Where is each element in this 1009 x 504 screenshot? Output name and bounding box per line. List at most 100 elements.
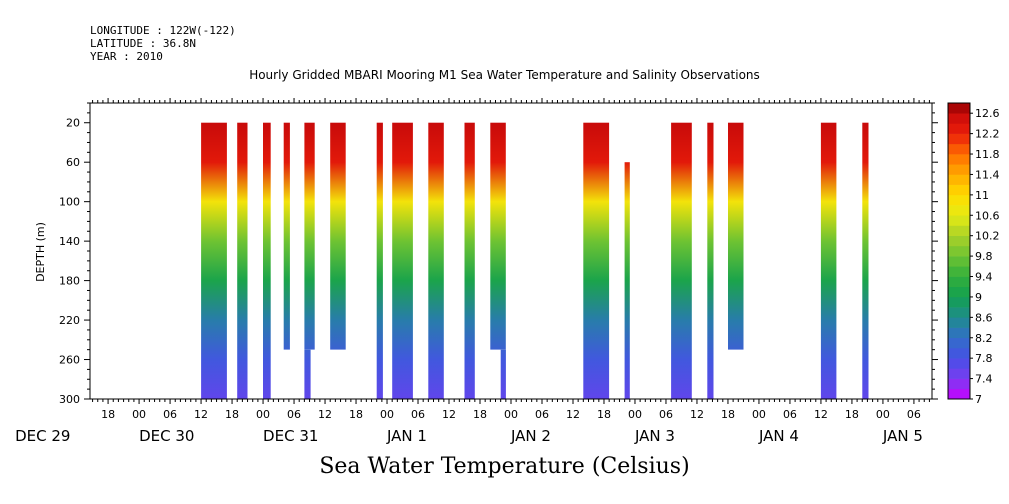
x-hour-tick-label: 18 — [349, 408, 363, 421]
colorbar-segment — [948, 347, 970, 359]
data-column — [330, 122, 346, 350]
colorbar-segment — [948, 184, 970, 196]
colorbar-tick-label: 12.2 — [975, 128, 1000, 141]
colorbar-segment — [948, 154, 970, 165]
y-tick-label: 260 — [59, 354, 80, 367]
x-hour-tick-label: 18 — [101, 408, 115, 421]
colorbar-tick-label: 10.2 — [975, 230, 1000, 243]
data-column — [583, 122, 610, 399]
colorbar-segment — [948, 133, 970, 145]
x-day-label: DEC 30 — [139, 427, 194, 445]
longitude-label: LONGITUDE : 122W(-122) — [90, 24, 236, 37]
x-hour-tick-label: 18 — [721, 408, 735, 421]
chart-title: Hourly Gridded MBARI Mooring M1 Sea Wate… — [249, 68, 760, 82]
y-tick-label: 180 — [59, 275, 80, 288]
x-hour-tick-label: 18 — [473, 408, 487, 421]
x-hour-tick-label: 12 — [318, 408, 332, 421]
x-day-label: DEC 29 — [15, 427, 70, 445]
data-column — [707, 122, 714, 399]
data-column — [304, 349, 311, 399]
x-hour-tick-label: 00 — [876, 408, 890, 421]
x-day-label: JAN 3 — [634, 427, 675, 445]
x-hour-tick-label: 00 — [132, 408, 146, 421]
data-column — [237, 122, 248, 399]
colorbar-tick-label: 7.8 — [975, 352, 993, 365]
colorbar-segment — [948, 317, 970, 328]
axes: 18 00 06 12 18 00 06 12 18 00 06 12 18 00 06 12 18 00 06 12… — [15, 98, 938, 445]
colorbar-segment — [948, 235, 970, 247]
colorbar-segment — [948, 337, 970, 349]
data-column — [624, 162, 630, 399]
x-hour-tick-label: 18 — [597, 408, 611, 421]
colorbar-segment — [948, 266, 970, 277]
data-column — [820, 122, 837, 399]
x-hour-tick-label: 18 — [225, 408, 239, 421]
colorbar-segment — [948, 215, 970, 226]
colorbar-tick-label: 9.8 — [975, 250, 993, 263]
x-hour-tick-label: 06 — [659, 408, 673, 421]
data-columns — [201, 122, 869, 399]
colorbar-segment — [948, 368, 970, 379]
colorbar-segment — [948, 123, 970, 134]
colorbar-segment — [948, 256, 970, 267]
x-day-label: JAN 2 — [510, 427, 551, 445]
data-column — [500, 349, 506, 399]
colorbar-tick-label: 8.6 — [975, 311, 993, 324]
colorbar-title: Sea Water Temperature (Celsius) — [319, 454, 690, 479]
data-column — [304, 122, 315, 350]
data-column — [376, 122, 383, 399]
colorbar-tick-label: 7 — [975, 393, 982, 406]
colorbar-segment — [948, 327, 970, 339]
y-tick-label: 300 — [59, 393, 80, 406]
colorbar-segment — [948, 245, 970, 257]
data-column — [671, 122, 692, 399]
colorbar-segment — [948, 113, 970, 124]
data-column — [392, 122, 413, 399]
x-day-label: JAN 5 — [882, 427, 923, 445]
colorbar: 7 7.4 7.8 8.2 8.6 9 9.4 9.8 10.2 10.6 11 11.4 11.8 12… — [947, 102, 1000, 406]
x-hour-tick-label: 06 — [411, 408, 425, 421]
colorbar-tick-label: 12.6 — [975, 107, 1000, 120]
data-column — [201, 122, 227, 399]
colorbar-frame — [947, 102, 971, 400]
colorbar-segment — [948, 103, 970, 114]
colorbar-segment — [948, 174, 970, 185]
data-column — [428, 122, 444, 399]
colorbar-segment — [948, 225, 970, 236]
colorbar-segment — [948, 194, 970, 206]
x-hour-tick-label: 00 — [504, 408, 518, 421]
data-column — [728, 122, 744, 350]
x-hour-tick-label: 06 — [783, 408, 797, 421]
y-tick-label: 20 — [66, 117, 80, 130]
colorbar-tick-label: 9.4 — [975, 271, 993, 284]
x-hour-tick-label: 12 — [442, 408, 456, 421]
x-hour-tick-label: 06 — [287, 408, 301, 421]
y-tick-label: 140 — [59, 235, 80, 248]
x-hour-tick-label: 06 — [535, 408, 549, 421]
colorbar-segment — [948, 296, 970, 308]
colorbar-segment — [948, 378, 970, 390]
x-hour-tick-label: 00 — [380, 408, 394, 421]
colorbar-segment — [948, 286, 970, 298]
x-hour-tick-label: 12 — [814, 408, 828, 421]
x-day-label: JAN 1 — [386, 427, 427, 445]
colorbar-segment — [948, 205, 970, 216]
data-column — [464, 122, 475, 399]
x-hour-tick-label: 06 — [907, 408, 921, 421]
colorbar-tick-label: 10.6 — [975, 209, 1000, 222]
colorbar-tick-label: 11.8 — [975, 148, 1000, 161]
x-day-label: JAN 4 — [758, 427, 799, 445]
year-label: YEAR : 2010 — [90, 50, 163, 63]
data-column — [490, 122, 506, 350]
colorbar-segment — [948, 164, 970, 175]
y-tick-label: 100 — [59, 196, 80, 209]
colorbar-segment — [948, 276, 970, 288]
x-hour-tick-label: 00 — [752, 408, 766, 421]
colorbar-segment — [948, 143, 970, 155]
x-day-label: DEC 31 — [263, 427, 318, 445]
x-hour-tick-label: 00 — [628, 408, 642, 421]
x-hour-tick-label: 12 — [690, 408, 704, 421]
colorbar-tick-label: 8.2 — [975, 332, 993, 345]
y-tick-label: 60 — [66, 156, 80, 169]
